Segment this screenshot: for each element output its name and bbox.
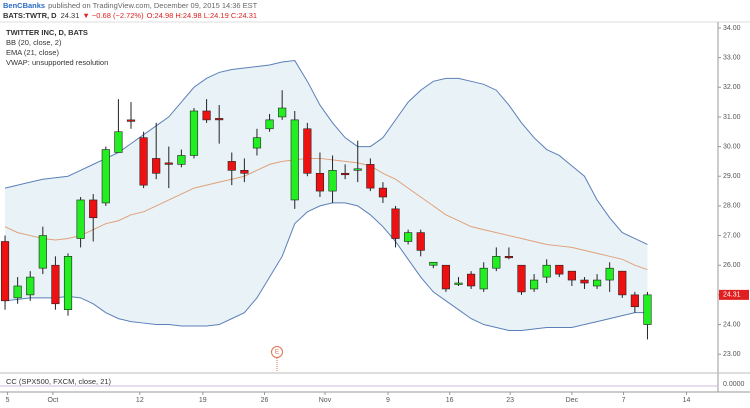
- candle-body: [126, 119, 136, 122]
- candle-body: [592, 279, 602, 287]
- y-tick-label: 29.00: [723, 173, 741, 180]
- candle-body: [341, 172, 350, 176]
- bb-lower: [4, 202, 648, 331]
- candle-body: [215, 118, 224, 121]
- candle-body: [555, 264, 564, 275]
- candle-body: [618, 270, 627, 296]
- candle-body: [164, 162, 173, 165]
- x-tick-label: Oct: [47, 397, 58, 404]
- x-tick-label: 7: [622, 397, 626, 404]
- legend-title: TWITTER INC, D, BATS: [6, 28, 88, 37]
- candle-body: [378, 187, 388, 198]
- candle-body: [542, 264, 551, 278]
- x-tick-label: 16: [446, 397, 454, 404]
- candle-body: [517, 264, 526, 293]
- symbol-line: BATS:TWTR, D 24.31 ▼ −0.68 (−2.72%) O:24.98…: [3, 11, 257, 20]
- candle-body: [567, 270, 576, 281]
- author[interactable]: BenCBanks: [3, 1, 45, 10]
- candle-body: [605, 267, 614, 281]
- bb-upper: [4, 60, 648, 245]
- y-tick-label: 32.00: [723, 84, 741, 91]
- candle-body: [429, 261, 438, 266]
- y-tick-label: 34.00: [723, 25, 741, 32]
- x-tick-label: 23: [506, 397, 514, 404]
- candle-body: [177, 155, 186, 165]
- candle-body: [315, 172, 325, 192]
- candle-body: [265, 119, 274, 130]
- candle-body: [13, 285, 22, 299]
- indicator-tick-label: 0.0000: [723, 381, 745, 388]
- indicator-title: CC (SPX500, FXCM, close, 21): [6, 377, 112, 386]
- candle-body: [240, 170, 249, 174]
- band-fill: [5, 60, 648, 331]
- candle-body: [252, 137, 262, 149]
- last-price-badge: [719, 289, 749, 300]
- change: ▼ −0.68 (−2.72%): [82, 11, 144, 20]
- candle-body: [404, 232, 413, 242]
- y-tick-label: 33.00: [723, 54, 741, 61]
- y-tick-label: 26.00: [723, 262, 741, 269]
- x-tick-label: Dec: [566, 397, 579, 404]
- candle-body: [454, 282, 463, 285]
- candle-body: [290, 119, 299, 201]
- candle-body: [391, 208, 400, 239]
- candle-body: [227, 161, 236, 171]
- candle-body: [152, 158, 161, 174]
- candle-body: [189, 110, 199, 156]
- x-tick-label: 5: [6, 397, 10, 404]
- candle-body: [63, 256, 73, 311]
- candle-body: [278, 107, 287, 118]
- candle-body: [492, 256, 501, 269]
- candle-body: [580, 279, 589, 284]
- y-tick-label: 27.00: [723, 232, 741, 239]
- candle-body: [353, 168, 362, 171]
- candle-body: [441, 264, 450, 290]
- earnings-label: E: [275, 349, 280, 356]
- candle-body: [89, 199, 98, 219]
- x-tick-label: 19: [199, 397, 207, 404]
- published: published on TradingView.com, December 0…: [48, 1, 258, 10]
- candle-body: [139, 137, 148, 186]
- candle-body: [76, 199, 85, 239]
- candle-body: [26, 276, 35, 296]
- y-tick-label: 24.00: [723, 321, 741, 328]
- candle-body: [643, 294, 652, 325]
- candle-body: [202, 110, 211, 121]
- x-tick-label: Nov: [319, 397, 332, 404]
- candle-body: [0, 241, 10, 302]
- x-tick-label: 14: [683, 397, 691, 404]
- candle-body: [51, 264, 60, 305]
- candle-body: [530, 279, 539, 290]
- candle-body: [504, 256, 513, 259]
- legend-entry: BB (20, close, 2): [6, 38, 62, 47]
- candle-body: [328, 170, 337, 192]
- legend-entry: EMA (21, close): [6, 48, 59, 57]
- candle-body: [479, 267, 488, 290]
- last-price: 24.31: [61, 11, 80, 20]
- x-tick-label: 26: [261, 397, 269, 404]
- earnings-badge[interactable]: [271, 346, 283, 358]
- header-line: BenCBanks published on TradingView.com, D…: [3, 1, 258, 10]
- ohlc: O:24.98 H:24.98 L:24.19 C:24.31: [147, 11, 258, 20]
- last-price-label: 24.31: [723, 292, 741, 299]
- candle-body: [303, 128, 312, 174]
- y-tick-label: 31.00: [723, 114, 741, 121]
- candle-body: [101, 149, 110, 204]
- ema-line: [4, 157, 648, 271]
- x-tick-label: 9: [386, 397, 390, 404]
- candle-body: [630, 294, 639, 308]
- candle-body: [467, 273, 476, 287]
- x-tick-label: 12: [136, 397, 144, 404]
- y-tick-label: 23.00: [723, 351, 741, 358]
- candle-body: [114, 131, 123, 153]
- candle-body: [38, 235, 47, 269]
- legend-note: VWAP: unsupported resolution: [6, 58, 108, 67]
- y-tick-label: 30.00: [723, 143, 741, 150]
- y-tick-label: 28.00: [723, 203, 741, 210]
- symbol: BATS:TWTR, D: [3, 11, 57, 20]
- candle-body: [366, 164, 375, 189]
- candle-body: [416, 232, 425, 251]
